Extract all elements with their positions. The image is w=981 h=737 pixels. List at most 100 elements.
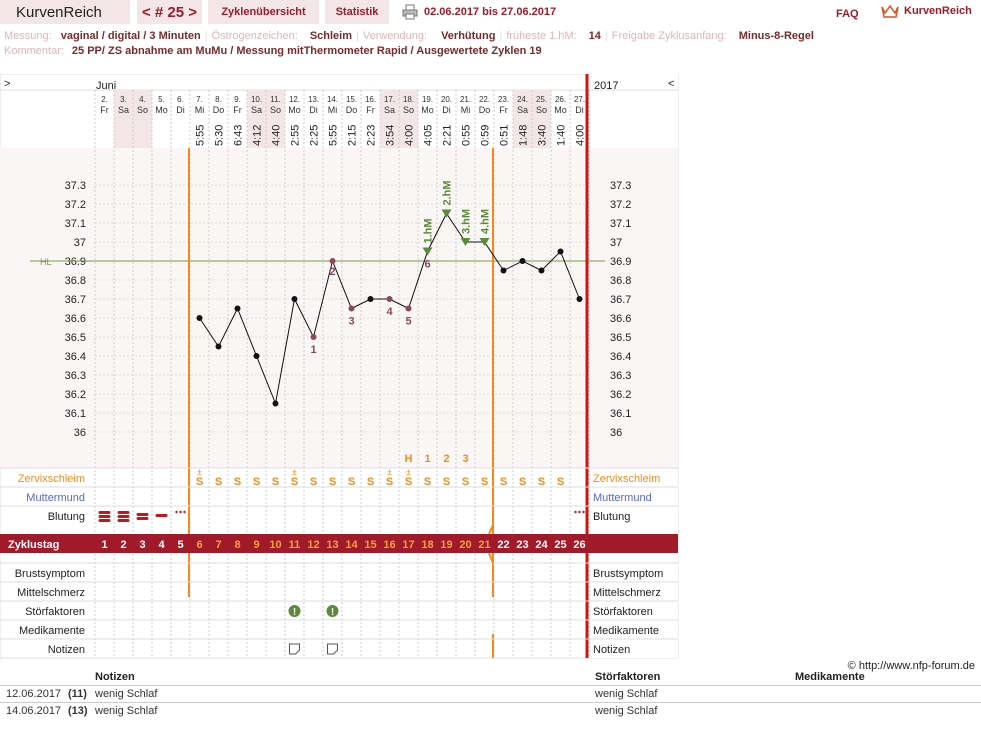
mucus-mark: S [367,476,374,488]
mucus-mark: S [253,476,260,488]
y-tick-label-right: 36.1 [610,408,631,420]
mucus-mark: S [500,476,507,488]
mucus-plus-mark: ± [197,467,202,477]
date-label: 18. [403,95,414,104]
date-label: 9. [234,95,241,104]
weekday-label: Mo [554,105,567,115]
row-label-stoer: Störfaktoren [25,606,85,618]
y-tick-label: 36.6 [65,313,86,325]
date-label: 8. [215,95,222,104]
date-label: 17. [384,95,395,104]
mucus-mark: S [329,476,336,488]
mucus-mark: S [272,476,279,488]
weekday-label: Mo [421,105,434,115]
cycle-day-number: 10 [269,539,281,551]
bleeding-medium-mark [136,513,149,516]
bleeding-spotting-mark [179,510,182,514]
tab-cycle-overview[interactable]: Zyklenübersicht [208,0,319,24]
temperature-point [215,343,222,350]
print-icon[interactable] [402,4,418,20]
note-icon [327,643,338,655]
mucus-mark: S [291,476,298,488]
measure-time-label: 4:40 [271,125,283,146]
temperature-point [310,334,317,340]
mucus-mark: S [481,476,488,488]
y-tick-label-right: 36.5 [610,332,631,344]
y-tick-label: 36.5 [65,332,86,344]
measure-time-label: 2:23 [366,125,378,146]
weekday-label: Fr [233,105,242,115]
release-label: Freigabe Zyklusanfang: [611,30,727,42]
measure-time-label: 2:25 [309,125,321,146]
bleeding-spotting-mark [582,510,585,514]
earliest-hm-label: früheste 1.hM: [506,30,577,42]
date-label: 26. [555,95,566,104]
weekday-label: Mi [461,105,471,115]
date-label: 22. [479,95,490,104]
row-label-right-mittel: Mittelschmerz [593,587,661,599]
date-label: 24. [517,95,528,104]
cycle-day-number: 2 [120,539,126,551]
high-measurement-label: 2.hM [442,180,454,205]
faq-link[interactable]: FAQ [836,8,859,20]
cycle-day-number: 22 [497,539,509,551]
weekday-label: Sa [517,105,528,115]
logo[interactable]: KurvenReich [880,3,972,19]
cycle-day-number: 4 [158,539,165,551]
weekend-shade [133,90,152,148]
high-measurement-marker [479,238,490,246]
plot-area [0,148,588,468]
measure-time-label: 5:55 [195,125,207,146]
month-label: Juni [96,80,116,92]
weekday-label: Sa [251,105,262,115]
weekend-shade [114,90,133,148]
date-label: 10. [251,95,262,104]
brand-title[interactable]: KurvenReich [0,0,130,24]
y-tick-label: 37.3 [65,180,86,192]
date-label: 7. [196,95,203,104]
temperature-point [367,296,374,302]
date-label: 15. [346,95,357,104]
cycle-day-number: 3 [139,539,145,551]
measure-time-label: 4:00 [575,125,587,146]
mucus-mark: S [310,476,317,488]
temperature-point [405,305,412,312]
measure-time-label: 5:30 [214,125,226,146]
note-stoer: wenig Schlaf [595,705,658,717]
weekday-label: Mo [288,105,301,115]
low-level-label: 3 [348,316,354,328]
cycle-day-number: 7 [215,539,221,551]
date-label: 19. [422,95,433,104]
note-date: 14.06.2017 [6,705,62,717]
date-label: 20. [441,95,452,104]
measure-time-label: 4:00 [404,125,416,146]
high-measurement-marker [460,238,471,246]
row-label-zervix: Zervixschleim [18,473,85,485]
cycle-day-number: 14 [345,539,358,551]
measure-time-label: 4:12 [252,125,264,146]
date-label: 6. [177,95,184,104]
y-tick-label-right: 37.1 [610,218,631,230]
row-label-mumu: Muttermund [26,492,85,504]
note-text: wenig Schlaf [95,688,158,700]
table-row: 12.06.2017 (11) wenig Schlaf wenig Schla… [0,685,981,701]
copyright[interactable]: © http://www.nfp-forum.de [847,660,975,672]
cycle-day-number: 15 [364,539,376,551]
cycle-switcher[interactable]: < # 25 > [137,0,202,24]
y-tick-label: 37.1 [65,218,86,230]
weekday-label: Di [575,105,584,115]
scroll-left-arrow: > [4,78,10,90]
measure-time-label: 0:55 [461,125,473,146]
weekend-shade [247,90,266,148]
cycle-day-number: 13 [326,539,338,551]
tab-statistics[interactable]: Statistik [325,0,389,24]
high-measurement-marker [422,247,433,256]
bleeding-spotting-mark [578,510,581,514]
y-tick-label-right: 36.7 [610,294,631,306]
y-tick-label: 36.3 [65,370,86,382]
weekday-label: Sa [118,105,129,115]
row-label-right-mumu: Muttermund [593,492,652,504]
row-label-right-brust: Brustsymptom [593,568,663,580]
row-label-mittel: Mittelschmerz [17,587,85,599]
